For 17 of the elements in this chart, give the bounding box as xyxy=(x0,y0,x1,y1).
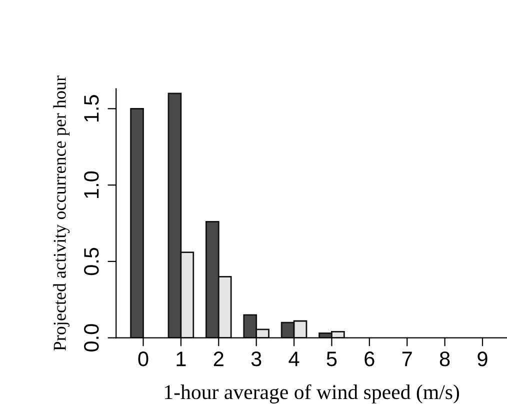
y-tick-label: 0.0 xyxy=(84,324,99,352)
x-tick-label: 2 xyxy=(214,352,224,366)
x-tick-label: 6 xyxy=(364,352,374,366)
x-tick-label: 5 xyxy=(326,352,337,366)
x-tick-label: 7 xyxy=(402,352,412,366)
y-axis-title: Projected activity occurrence per hour xyxy=(53,76,70,351)
x-axis-title: 1-hour average of wind speed (m/s) xyxy=(164,384,460,404)
x-tick-label: 0 xyxy=(138,352,148,366)
x-tick-label: 9 xyxy=(478,352,488,366)
x-tick-label: 1 xyxy=(176,352,186,366)
y-tick-label: 1.5 xyxy=(84,95,99,122)
y-tick-label: 0.5 xyxy=(84,248,99,276)
y-tick-label: 1.0 xyxy=(84,171,99,198)
x-tick-label: 4 xyxy=(288,352,300,366)
bar xyxy=(130,108,144,338)
x-tick-label: 3 xyxy=(251,352,262,366)
x-tick-label: 8 xyxy=(440,352,450,366)
